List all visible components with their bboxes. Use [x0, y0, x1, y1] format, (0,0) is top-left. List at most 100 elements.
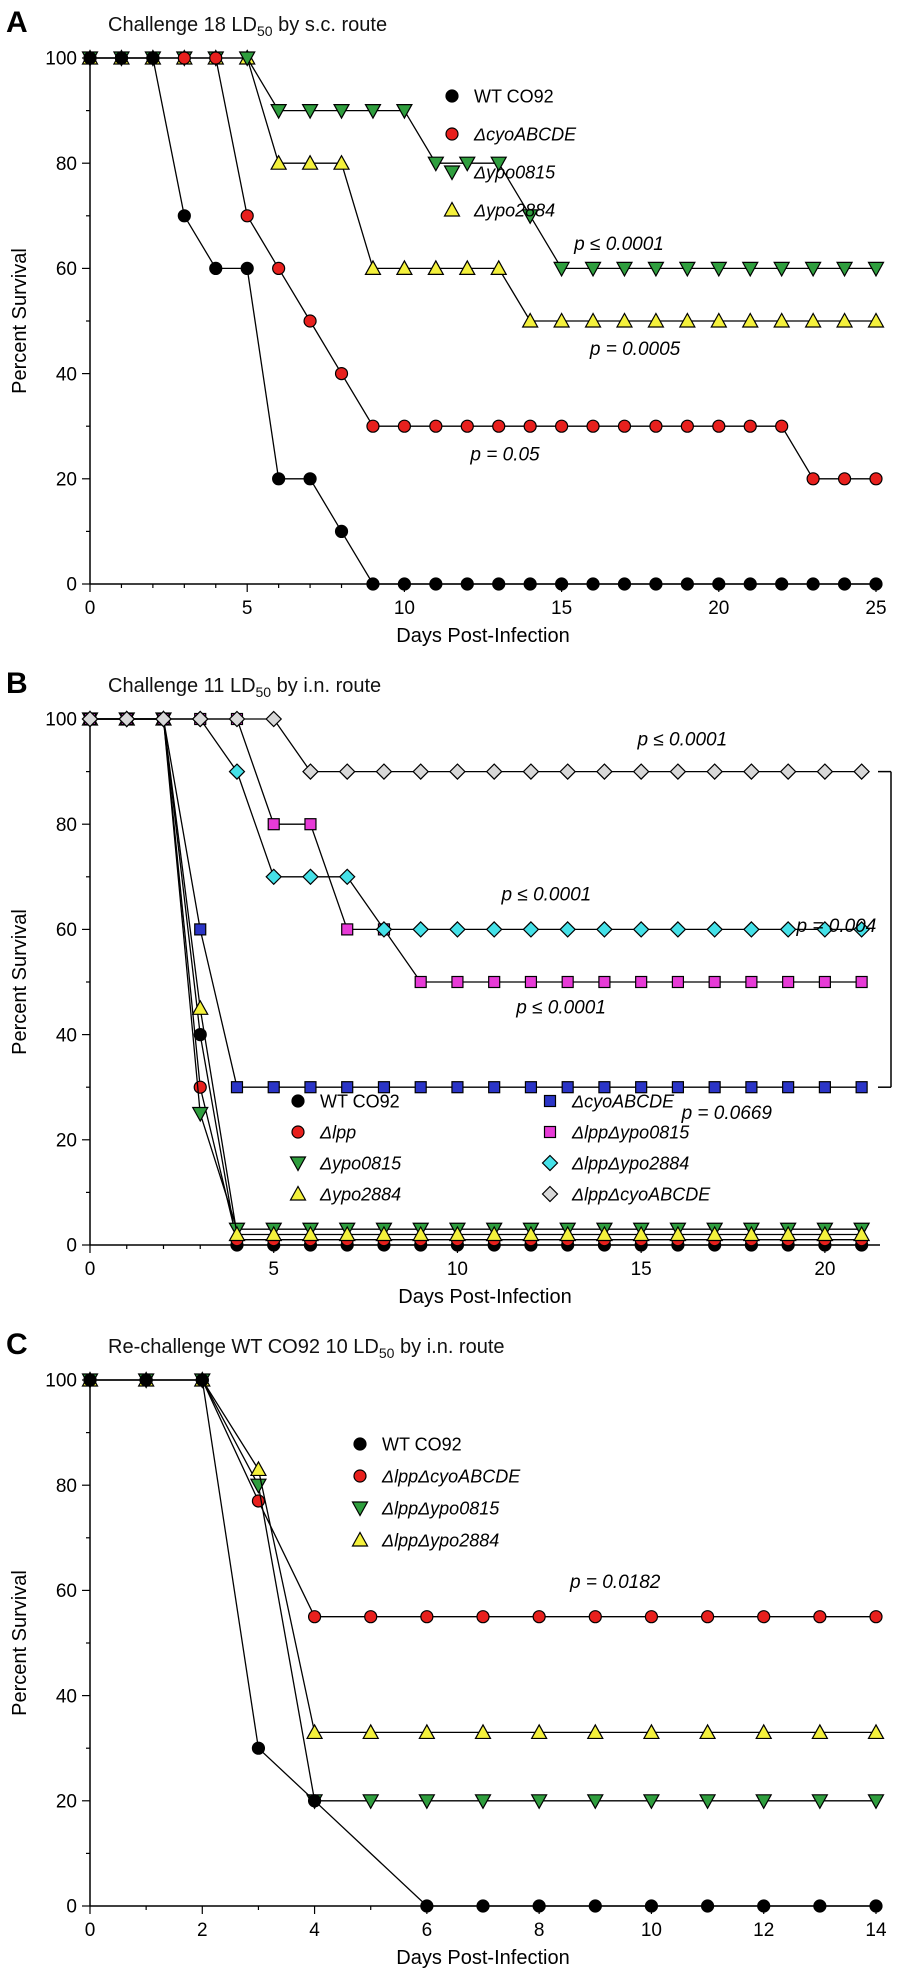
marker — [395, 103, 413, 120]
marker — [708, 1081, 721, 1094]
p-value-annotation: p = 0.0182 — [569, 1572, 661, 1593]
marker — [351, 1531, 369, 1547]
marker — [307, 1610, 322, 1624]
legend-label: Δypo2884 — [319, 1184, 401, 1204]
marker — [584, 312, 602, 328]
marker — [485, 921, 503, 938]
marker — [837, 472, 852, 486]
marker — [267, 1081, 280, 1094]
legend: WT CO92 ΔcyoABCDE Δypo0815 Δypo2884 — [443, 86, 577, 220]
panel-c: C Re-challenge WT CO92 10 LD50 by i.n. r… — [0, 1322, 909, 1985]
marker — [341, 923, 354, 936]
marker — [584, 261, 602, 278]
marker — [307, 1794, 322, 1808]
marker — [816, 921, 834, 938]
title-text-pre: Challenge 18 LD — [108, 14, 257, 36]
marker — [81, 710, 99, 728]
marker — [418, 1794, 436, 1810]
y-tick-label: 40 — [56, 1686, 77, 1707]
x-tick-label: 2 — [197, 1920, 208, 1941]
marker — [265, 868, 283, 886]
x-tick-label: 20 — [814, 1259, 835, 1280]
marker — [375, 921, 393, 938]
marker — [671, 1081, 685, 1094]
marker — [669, 921, 687, 938]
marker — [114, 51, 129, 65]
marker — [194, 923, 207, 936]
series-line — [90, 718, 862, 1246]
marker — [460, 577, 474, 591]
series--lpp-ypo2884 — [81, 710, 870, 938]
marker — [743, 763, 760, 780]
p-value-annotation: p ≤ 0.0001 — [636, 729, 727, 750]
marker — [267, 818, 280, 831]
marker — [559, 1225, 577, 1242]
marker — [712, 419, 726, 433]
marker — [779, 1225, 797, 1242]
x-tick-label: 25 — [865, 598, 886, 619]
marker — [191, 1106, 209, 1123]
marker — [445, 127, 459, 141]
marker — [490, 156, 508, 172]
p-value-annotation: p ≤ 0.0001 — [573, 234, 664, 255]
marker — [445, 89, 459, 103]
marker — [554, 577, 569, 591]
panel-a-letter: A — [6, 6, 29, 39]
marker — [779, 921, 797, 938]
p-value-annotation: p = 0.0005 — [589, 339, 681, 360]
marker — [397, 577, 411, 591]
marker — [209, 261, 223, 275]
marker — [291, 1125, 305, 1139]
marker — [671, 975, 685, 989]
title-text-post: by i.n. route — [394, 1336, 505, 1358]
marker — [869, 472, 883, 486]
marker — [302, 763, 319, 780]
marker — [240, 209, 254, 223]
title-subscript: 50 — [255, 684, 272, 700]
marker — [414, 1081, 427, 1094]
marker — [395, 259, 413, 275]
marker — [678, 312, 696, 328]
series-line — [90, 718, 862, 1236]
x-tick-label: 6 — [422, 1920, 433, 1941]
marker — [541, 1185, 559, 1203]
marker — [779, 763, 797, 780]
title-subscript: 50 — [257, 23, 273, 39]
marker — [782, 1081, 795, 1094]
axes — [89, 715, 880, 1246]
panel-c-letter: C — [6, 1328, 29, 1361]
marker — [83, 51, 97, 65]
panel-c-title: Re-challenge WT CO92 10 LD50 by i.n. rou… — [108, 1336, 505, 1361]
legend-label: Δypo0815 — [473, 162, 556, 182]
legend-label: ΔlppΔypo0815 — [381, 1498, 500, 1518]
marker — [523, 419, 537, 433]
marker — [757, 1610, 771, 1624]
marker — [869, 1899, 883, 1913]
marker — [338, 1225, 356, 1242]
marker — [291, 1094, 305, 1108]
panel-b-title: Challenge 11 LD50 by i.n. route — [108, 675, 381, 700]
marker — [522, 763, 540, 780]
marker — [869, 1610, 883, 1624]
marker — [706, 921, 723, 938]
marker — [853, 763, 870, 780]
marker — [289, 1185, 307, 1201]
x-tick-label: 0 — [85, 1259, 96, 1280]
series--cyoabcde — [83, 712, 868, 1094]
marker — [773, 312, 791, 328]
marker — [632, 763, 650, 780]
x-tick-label: 5 — [242, 598, 253, 619]
marker — [867, 1794, 885, 1810]
x-tick-label: 15 — [631, 1259, 652, 1280]
marker — [837, 577, 852, 591]
marker — [228, 763, 246, 780]
marker — [617, 577, 632, 591]
marker — [485, 1225, 503, 1242]
marker — [193, 1028, 207, 1042]
marker — [632, 921, 650, 938]
marker — [334, 524, 349, 539]
marker — [228, 1225, 246, 1242]
y-tick-label: 60 — [56, 1581, 77, 1602]
marker — [818, 1081, 831, 1094]
y-tick-label: 20 — [56, 469, 77, 490]
